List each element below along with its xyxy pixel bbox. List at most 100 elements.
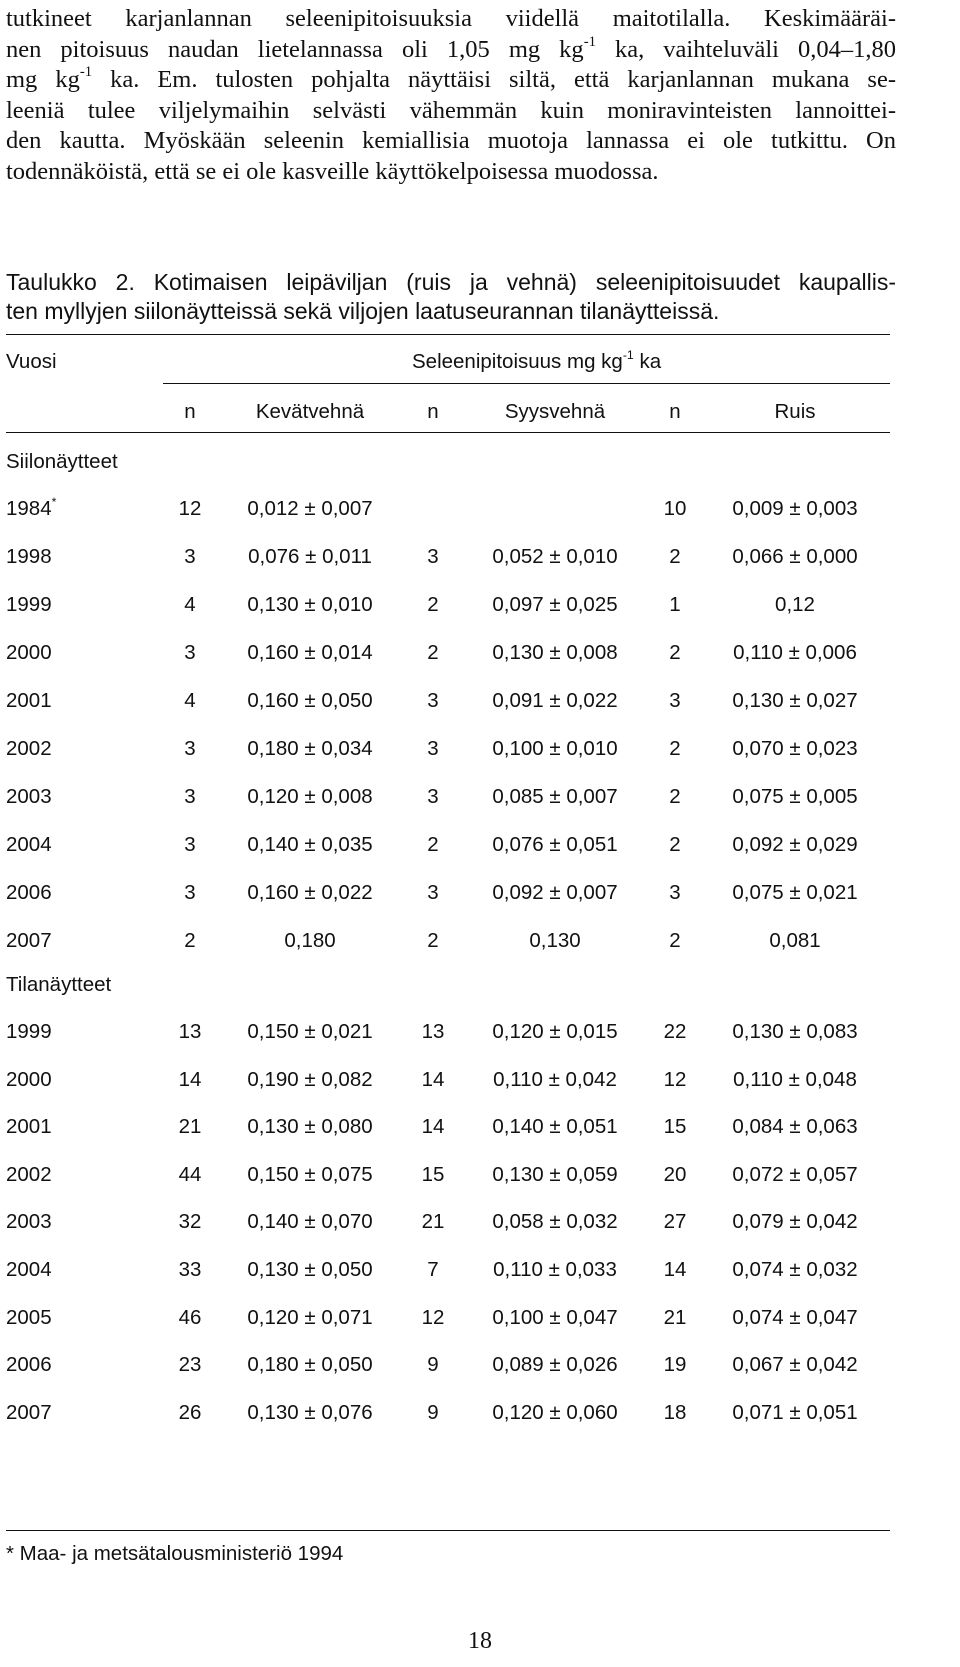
cell-year: 2002 [6,737,52,760]
cell-year: 1999 [6,593,52,616]
cell-spring-wheat: 0,150 ± 0,075 [247,1162,373,1186]
col-header-n: n [427,400,439,423]
cell-n-winter-wheat: 3 [427,689,439,712]
paragraph-line: den kautta. Myöskään seleenin kemiallisi… [6,127,896,155]
col-header-rye: Ruis [774,400,816,423]
cell-year: 2003 [6,1210,52,1234]
cell-spring-wheat: 0,190 ± 0,082 [247,1067,373,1091]
cell-spring-wheat: 0,160 ± 0,014 [247,641,373,664]
cell-n-rye: 20 [663,1162,687,1186]
cell-winter-wheat: 0,100 ± 0,047 [492,1305,618,1329]
cell-year: 2002 [6,1162,52,1186]
cell-winter-wheat: 0,120 ± 0,015 [492,1020,618,1043]
cell-rye: 0,074 ± 0,032 [732,1258,858,1281]
paragraph-line: tutkineet karjanlannan seleenipitoisuuks… [6,5,896,32]
cell-n-spring-wheat: 13 [178,1020,202,1043]
cell-spring-wheat: 0,120 ± 0,008 [247,785,373,808]
cell-spring-wheat: 0,160 ± 0,050 [247,689,373,712]
cell-year: 1999 [6,1020,52,1043]
cell-spring-wheat: 0,180 ± 0,050 [247,1353,373,1377]
cell-n-winter-wheat: 3 [427,737,439,760]
cell-rye: 0,092 ± 0,029 [732,833,858,856]
cell-year: 2004 [6,833,52,856]
cell-winter-wheat: 0,130 ± 0,059 [492,1162,618,1186]
page-number: 18 [468,1628,492,1654]
cell-winter-wheat: 0,100 ± 0,010 [492,737,618,760]
cell-spring-wheat: 0,140 ± 0,035 [247,833,373,856]
cell-n-rye: 2 [669,545,681,568]
cell-n-winter-wheat: 2 [427,593,439,616]
cell-year: 2001 [6,1115,52,1139]
cell-spring-wheat: 0,180 [284,929,336,952]
cell-spring-wheat: 0,076 ± 0,011 [248,545,372,568]
cell-n-winter-wheat: 14 [421,1067,445,1091]
cell-n-winter-wheat: 2 [427,641,439,664]
cell-n-spring-wheat: 26 [178,1400,202,1424]
year-header: Vuosi [6,350,57,373]
cell-n-spring-wheat: 3 [184,737,196,760]
cell-spring-wheat: 0,160 ± 0,022 [247,881,373,904]
footnote-marker: * [51,494,57,509]
footnote: * Maa- ja metsätalousministeriö 1994 [6,1542,344,1565]
cell-n-winter-wheat: 3 [427,785,439,808]
cell-year: 2004 [6,1258,52,1281]
col-header-n: n [184,400,196,423]
cell-rye: 0,074 ± 0,047 [732,1305,858,1329]
cell-n-rye: 15 [663,1115,687,1139]
caption-line: Taulukko 2. Kotimaisen leipäviljan (ruis… [6,269,896,295]
cell-year: 2007 [6,929,52,952]
cell-year: 2006 [6,881,52,904]
col-header-spring-wheat: Kevätvehnä [255,400,365,423]
cell-n-winter-wheat: 3 [427,545,439,568]
header-bottom-rule [6,432,890,433]
cell-n-spring-wheat: 3 [184,641,196,664]
cell-winter-wheat: 0,120 ± 0,060 [492,1400,618,1424]
body-paragraph: tutkineet karjanlannan seleenipitoisuuks… [6,4,896,188]
cell-n-winter-wheat: 9 [427,1400,439,1424]
section-label-silo: Siilonäytteet [6,450,118,473]
cell-winter-wheat: 0,052 ± 0,010 [492,545,618,568]
cell-spring-wheat: 0,180 ± 0,034 [247,737,373,760]
cell-n-spring-wheat: 23 [178,1353,202,1377]
cell-n-winter-wheat: 21 [421,1210,445,1234]
cell-winter-wheat: 0,110 ± 0,033 [493,1258,617,1281]
cell-winter-wheat: 0,130 ± 0,008 [492,641,618,664]
cell-n-rye: 22 [663,1020,687,1043]
paragraph-line: mg kg-1 ka. Em. tulosten pohjalta näyttä… [6,64,896,94]
cell-n-rye: 12 [663,1067,687,1091]
unit-header: Seleenipitoisuus mg kg-1 ka [412,347,662,373]
cell-year: 2001 [6,689,52,712]
section-label-farm: Tilanäytteet [6,973,112,996]
cell-rye: 0,067 ± 0,042 [732,1353,858,1377]
cell-n-winter-wheat: 13 [421,1020,445,1043]
table-top-rule [6,334,890,335]
cell-winter-wheat: 0,140 ± 0,051 [492,1115,618,1139]
cell-winter-wheat: 0,085 ± 0,007 [492,785,618,808]
cell-winter-wheat: 0,092 ± 0,007 [492,881,618,904]
cell-year: 1984* [6,494,57,520]
cell-rye: 0,130 ± 0,083 [732,1020,858,1043]
cell-rye: 0,071 ± 0,051 [732,1400,858,1424]
cell-winter-wheat: 0,097 ± 0,025 [492,593,618,616]
header-mid-rule [163,383,890,384]
paragraph-line: leeniä tulee viljelymaihin selvästi vähe… [6,96,896,124]
cell-rye: 0,110 ± 0,048 [733,1067,857,1091]
cell-rye: 0,12 [775,593,815,616]
cell-n-winter-wheat: 3 [427,881,439,904]
cell-n-rye: 19 [663,1353,687,1377]
paragraph-line: todennäköistä, että se ei ole kasveille … [6,157,659,185]
cell-winter-wheat: 0,130 [529,929,581,952]
cell-winter-wheat: 0,110 ± 0,042 [493,1067,617,1091]
cell-n-rye: 2 [669,641,681,664]
cell-rye: 0,009 ± 0,003 [732,497,858,520]
cell-rye: 0,081 [769,929,821,952]
cell-n-spring-wheat: 12 [178,497,202,520]
cell-year: 2006 [6,1353,52,1377]
cell-n-rye: 3 [669,881,681,904]
cell-n-spring-wheat: 14 [178,1067,202,1091]
cell-rye: 0,070 ± 0,023 [732,737,858,760]
table-caption: Taulukko 2. Kotimaisen leipäviljan (ruis… [6,268,896,325]
cell-n-rye: 2 [669,785,681,808]
cell-n-winter-wheat: 2 [427,833,439,856]
cell-n-spring-wheat: 3 [184,785,196,808]
